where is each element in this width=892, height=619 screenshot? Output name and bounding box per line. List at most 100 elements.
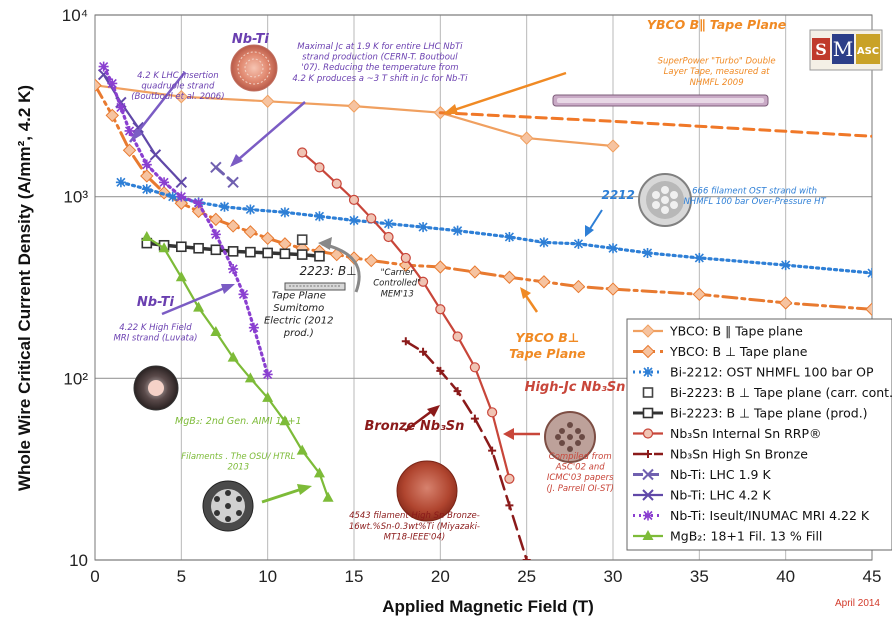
annotation-ybco_perp: YBCO B⊥ Tape Plane (509, 330, 586, 361)
legend-marker (643, 367, 653, 377)
data-point (522, 556, 531, 560)
legend: YBCO: B ∥ Tape plane YBCO: B ⊥ Tape plane… (626, 318, 892, 551)
data-point (159, 177, 170, 188)
legend-item-bi-2223-b-tape-plane-prod: Bi-2223: B ⊥ Tape plane (prod.) (633, 406, 868, 421)
arrow-ybco-par (444, 71, 567, 115)
annotation-bronze_sub: 4543 filament High Sn Bronze-16wt.%Sn-0.… (349, 511, 480, 542)
data-point (322, 491, 334, 502)
data-point (124, 125, 135, 136)
data-point (248, 322, 259, 333)
data-point (260, 231, 275, 246)
data-point (245, 246, 256, 258)
series (95, 61, 872, 560)
data-point (297, 147, 308, 158)
data-point (176, 191, 187, 202)
data-point (692, 287, 707, 302)
legend-marker (642, 428, 654, 439)
legend-marker (642, 530, 654, 540)
arrow-maximal-jc-head (230, 154, 243, 167)
x-tick-label: 25 (517, 567, 536, 586)
data-point (453, 387, 462, 396)
y-tick-label: 10⁴ (62, 6, 88, 25)
legend-marker (641, 344, 655, 359)
series-bi-2223-b-tape-plane-carr-cont (296, 234, 308, 245)
data-point (244, 372, 256, 383)
x-tick-label: 10 (258, 567, 277, 586)
data-point (115, 102, 126, 113)
mgb2-cross-section (202, 480, 254, 532)
legend-label: MgB₂: 18+1 Fil. 13 % Fill (670, 529, 822, 544)
legend-item-bi-2212-ost-nhmfl-100-bar-op: Bi-2212: OST NHMFL 100 bar OP (633, 365, 874, 380)
asc-logo: S M ASC (809, 29, 883, 71)
legend-label: Nb₃Sn High Sn Bronze (670, 447, 808, 462)
arrow-ybco-perp-head (520, 287, 531, 299)
data-point (245, 204, 256, 215)
annotation-mgb2_sub: Filaments . The OSU/ HTRL 2013 (181, 452, 295, 473)
data-point (469, 362, 480, 373)
data-point (296, 249, 308, 260)
data-point (348, 194, 360, 205)
data-point (279, 207, 290, 218)
data-point (115, 177, 126, 188)
data-point (158, 242, 170, 253)
data-point (537, 275, 551, 289)
cross-section-images (133, 44, 769, 532)
arrow-maximal-jc (231, 101, 306, 166)
x-tick-label: 15 (345, 567, 364, 586)
data-point (296, 444, 308, 455)
data-point (209, 212, 223, 227)
legend-marker (643, 510, 653, 521)
y-tick-label: 10³ (63, 188, 88, 207)
data-point (780, 260, 791, 271)
data-point (226, 219, 240, 233)
data-point (105, 108, 119, 123)
arrow-ybco-par-head (443, 104, 458, 114)
data-point (238, 289, 249, 300)
data-point (98, 61, 109, 72)
logo-m: M (833, 37, 853, 61)
data-point (227, 176, 239, 188)
annotation-bi2223_sub: Tape Plane Sumitomo Electric (2012 prod.) (264, 291, 334, 340)
annotation-mri_strand: 4.22 K High Field MRI strand (Luvata) (113, 323, 197, 344)
data-point (210, 244, 222, 256)
data-point (279, 415, 291, 426)
bi2223-tape-image (284, 282, 346, 291)
legend-item-nb-ti-lhc-4-2-k: Nb-Ti: LHC 4.2 K (633, 488, 771, 503)
data-point (141, 159, 152, 170)
date-note: April 2014 (835, 598, 880, 609)
legend-marker (642, 387, 654, 398)
data-point (383, 231, 394, 243)
data-point (210, 229, 221, 240)
arrow-nbti-mri-head (221, 284, 235, 294)
data-point (227, 246, 239, 257)
data-point (193, 242, 204, 254)
data-point (95, 78, 102, 93)
arrow-nbti-lhc-head (130, 128, 143, 142)
data-point (193, 301, 205, 312)
data-point (262, 247, 273, 259)
series-nb-sn-internal-sn-rrp (297, 147, 515, 484)
data-point (418, 222, 429, 233)
data-point (314, 211, 325, 222)
data-point (262, 391, 274, 402)
legend-marker (644, 450, 652, 458)
data-point (694, 252, 705, 263)
annotation-nbti_title: Nb-Ti (232, 32, 270, 47)
data-point (452, 331, 463, 342)
legend-marker (642, 407, 654, 419)
data-point (504, 473, 515, 484)
nbti-lhc-cross-section (230, 44, 278, 92)
legend-label: Nb-Ti: LHC 1.9 K (670, 467, 771, 482)
arrow-nbti-mri (161, 283, 233, 316)
data-point (141, 230, 153, 241)
arrow-bronze-head (427, 405, 440, 417)
ybco-tape-image (552, 94, 769, 107)
legend-item-nb-ti-lhc-1-9-k: Nb-Ti: LHC 1.9 K (633, 467, 771, 482)
legend-item-nb-ti-iseult-inumac-mri-4-22-k: Nb-Ti: Iseult/INUMAC MRI 4.22 K (633, 508, 870, 523)
legend-marker (641, 324, 655, 338)
series-nb-ti-iseult-inumac-mri-4-22-k (98, 61, 273, 380)
data-point (488, 446, 497, 455)
legend-label: Bi-2212: OST NHMFL 100 bar OP (670, 365, 874, 380)
y-tick-label: 10² (63, 369, 88, 388)
annotation-lhc_insertion: 4.2 K LHC insertion quadruole strand (Bout… (131, 71, 224, 102)
